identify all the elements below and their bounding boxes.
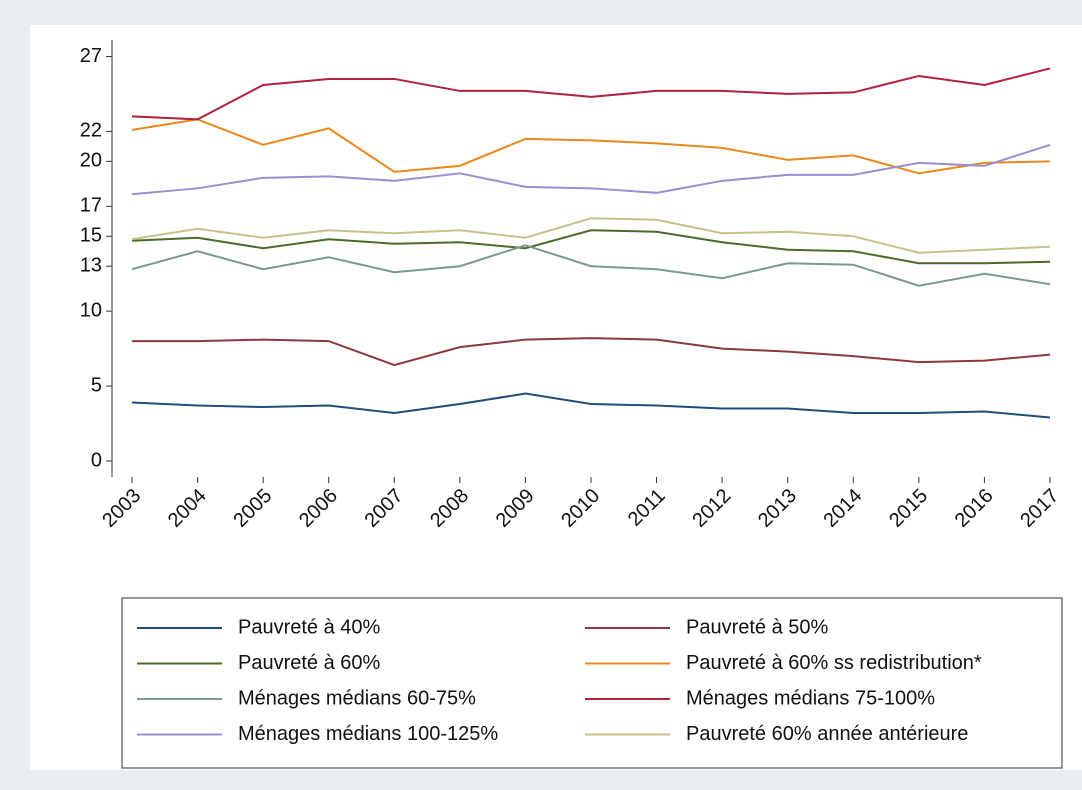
legend-label: Pauvreté à 50% <box>686 616 829 638</box>
y-tick-label: 20 <box>80 150 102 172</box>
line <box>131 67 1051 121</box>
y-tick-label: 27 <box>80 45 102 67</box>
y-tick-label: 10 <box>80 299 102 321</box>
legend-label: Ménages médians 60-75% <box>238 687 476 709</box>
y-tick-label: 0 <box>91 449 102 471</box>
legend-label: Pauvreté à 40% <box>238 616 381 638</box>
line <box>131 244 1051 287</box>
legend-label: Ménages médians 75-100% <box>686 687 935 709</box>
legend-label: Ménages médians 100-125% <box>238 723 498 745</box>
legend-label: Pauvreté 60% année antérieure <box>686 723 968 745</box>
y-tick-label: 5 <box>91 374 102 396</box>
y-tick-label: 22 <box>80 120 102 142</box>
legend-box <box>121 597 1063 769</box>
legend-label: Pauvreté à 60% <box>238 652 381 674</box>
line <box>131 217 1051 254</box>
y-tick-label: 17 <box>80 195 102 217</box>
y-tick-label: 13 <box>80 254 102 276</box>
line <box>131 392 1051 419</box>
line <box>131 229 1051 265</box>
legend-label: Pauvreté à 60% ss redistribution* <box>686 652 982 674</box>
y-tick-label: 15 <box>80 225 102 247</box>
line <box>132 337 1051 367</box>
line <box>131 143 1051 196</box>
